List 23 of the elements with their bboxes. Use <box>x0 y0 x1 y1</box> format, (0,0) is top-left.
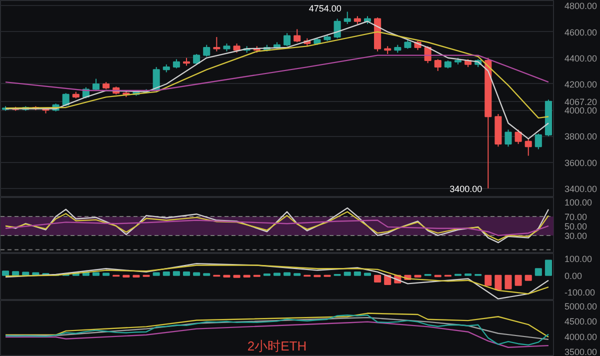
y-tick-label: 50.00 <box>564 221 588 232</box>
y-tick-label: 4400.00 <box>564 53 598 64</box>
y-tick-label: 70.00 <box>564 212 588 222</box>
y-tick-label: 3400.00 <box>564 184 598 194</box>
y-tick-label: 5000.00 <box>564 301 598 312</box>
annotation: 4754.00 <box>308 4 342 14</box>
y-tick-label: 0.00 <box>564 270 582 281</box>
y-tick-label: 4000.00 <box>564 106 598 116</box>
y-tick-label: 4500.00 <box>564 316 598 327</box>
y-tick-label: 100.00 <box>564 254 592 264</box>
annotation: 2小时ETH <box>247 338 307 354</box>
y-tick-label: 4067.20 <box>564 96 598 107</box>
y-tick-label: 4200.00 <box>564 79 598 90</box>
y-tick-label: 30.00 <box>564 230 588 241</box>
y-tick-label: 3500.00 <box>564 347 598 356</box>
y-tick-label: 3600.00 <box>564 158 598 168</box>
y-tick-label: 4000.00 <box>564 332 598 342</box>
annotation: 3400.00 <box>450 184 482 194</box>
y-tick-label: 4600.00 <box>564 27 598 38</box>
y-tick-label: 3800.00 <box>564 132 598 142</box>
y-tick-label: 100.00 <box>564 198 592 208</box>
y-tick-label: 4800.00 <box>564 1 598 12</box>
y-tick-label: -100.00 <box>564 288 596 298</box>
